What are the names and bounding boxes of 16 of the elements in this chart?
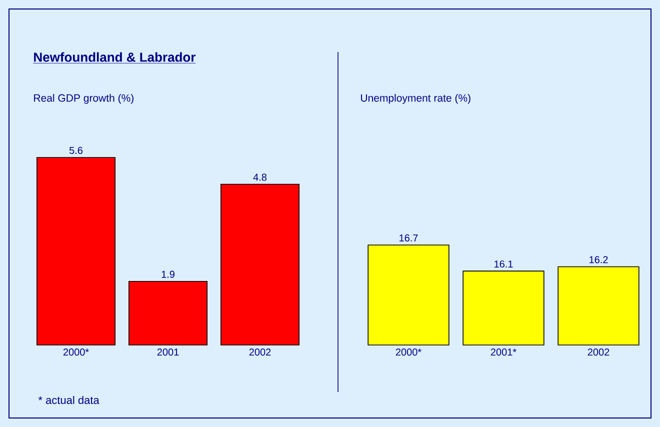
x-tick-label: 2000* xyxy=(63,348,89,356)
x-tick-label: 2001* xyxy=(490,348,516,356)
data-label: 5.6 xyxy=(69,146,83,154)
chart-subtitle: Unemployment rate (%) xyxy=(361,94,470,104)
data-label: 16.7 xyxy=(400,234,418,242)
x-tick-label: 2001 xyxy=(157,348,179,356)
text: * actual data xyxy=(38,396,100,404)
x-tick-label: 2002 xyxy=(588,348,610,356)
chart-title: Newfoundland & Labrador xyxy=(34,52,196,62)
x-tick-label: 2002 xyxy=(249,348,271,356)
chart-subtitle: Real GDP growth (%) xyxy=(34,94,134,104)
data-label: 1.9 xyxy=(162,270,174,278)
data-label: 4.8 xyxy=(253,174,267,181)
data-label: 16.2 xyxy=(590,256,608,264)
data-label: 16.1 xyxy=(494,260,513,268)
x-tick-label: 2000* xyxy=(396,348,422,356)
